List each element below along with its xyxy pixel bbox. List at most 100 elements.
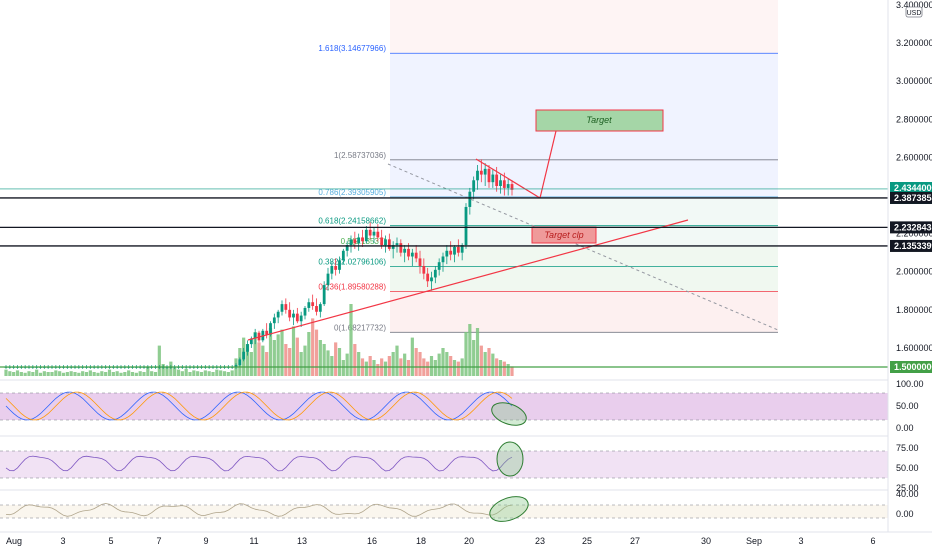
volume-bar xyxy=(414,348,418,376)
price-tag-label: 2.23284353 xyxy=(894,222,932,232)
candle-body xyxy=(453,246,456,255)
volume-bar xyxy=(307,332,311,376)
volume-bar xyxy=(449,356,453,376)
volume-bar xyxy=(341,360,345,376)
candle-body xyxy=(399,243,403,253)
volume-bar xyxy=(376,364,380,376)
candle-body xyxy=(330,266,334,274)
flag-top-line[interactable] xyxy=(475,158,541,199)
candle-body xyxy=(361,237,364,242)
volume-bar xyxy=(303,345,307,376)
candle-body xyxy=(284,304,288,310)
candle-body xyxy=(307,302,311,308)
volume-bar xyxy=(295,337,299,376)
volume-bar xyxy=(123,372,127,376)
candle-body xyxy=(506,184,510,188)
y-tick-label: 2.20000000 xyxy=(896,229,932,239)
volume-bar xyxy=(426,361,430,376)
fib-zone-top xyxy=(390,0,778,54)
candle-body xyxy=(364,229,368,242)
volume-bar xyxy=(433,360,437,376)
volume-bar xyxy=(268,328,273,376)
volume-bar xyxy=(491,353,495,376)
volume-bar xyxy=(288,348,292,376)
horizontal-levels[interactable] xyxy=(0,188,888,368)
x-tick-label: Aug xyxy=(6,536,22,546)
candle-body xyxy=(441,256,445,263)
target-clp-box[interactable]: Target clp xyxy=(531,226,597,244)
y-tick-label: 3.20000000 xyxy=(896,38,932,48)
candle-body xyxy=(499,180,502,186)
volume-bar xyxy=(372,360,376,376)
volume-bar xyxy=(142,372,146,376)
indicator-tick-label: 50.00 xyxy=(896,463,919,473)
volume-bar xyxy=(276,334,280,376)
candle-body xyxy=(430,277,433,282)
volume-bar xyxy=(472,340,476,376)
volume-bar xyxy=(330,356,334,376)
indicator-tick-label: 40.00 xyxy=(896,489,919,499)
indicator-tick-label: 0.00 xyxy=(896,509,914,519)
candle-body xyxy=(318,304,322,312)
ascending-trendline[interactable] xyxy=(247,219,689,341)
x-tick-label: 3 xyxy=(798,536,803,546)
volume-bar xyxy=(73,372,77,376)
indicator-tick-label: 75.00 xyxy=(896,443,919,453)
volume-bar xyxy=(100,371,104,376)
volume-bar xyxy=(395,345,399,376)
y-tick-label: 1.60000000 xyxy=(896,343,932,353)
volume-bar xyxy=(31,372,35,376)
volume-bar xyxy=(291,326,296,376)
volume-bar xyxy=(215,369,219,376)
volume-bar xyxy=(153,372,158,376)
candle-body xyxy=(433,269,437,278)
x-tick-label: 23 xyxy=(535,536,545,546)
volume-bar xyxy=(337,348,342,376)
indicator-band xyxy=(0,505,888,518)
candle-body xyxy=(445,250,449,257)
candle-body xyxy=(368,229,372,236)
volume-bar xyxy=(88,370,92,376)
indicator-line xyxy=(5,391,513,421)
volume-bar xyxy=(77,372,81,376)
target-arrow-line[interactable] xyxy=(539,130,557,199)
volume-bar xyxy=(357,352,361,376)
x-tick-label: 5 xyxy=(108,536,113,546)
volume-bar xyxy=(391,352,395,376)
volume-bar xyxy=(498,360,503,376)
descending-trendline[interactable] xyxy=(387,163,779,331)
candle-body xyxy=(372,231,376,236)
x-tick-label: 7 xyxy=(156,536,161,546)
price-tag-label: 1.50000000 xyxy=(894,362,932,372)
drawings-layer[interactable]: Target Target clp xyxy=(247,109,779,341)
fib-label: 1.618(3.14677966) xyxy=(318,44,386,53)
indicator-band xyxy=(0,451,888,478)
volume-bar xyxy=(173,368,177,376)
candle-body xyxy=(464,206,468,246)
x-tick-label: 3 xyxy=(60,536,65,546)
candle-body xyxy=(376,231,380,238)
target-box[interactable]: Target xyxy=(535,109,664,132)
candle-body xyxy=(341,250,345,261)
candle-body xyxy=(276,311,280,318)
fib-zone xyxy=(390,291,778,333)
volume-bar xyxy=(50,372,54,376)
x-tick-label: 20 xyxy=(464,536,474,546)
candle-body xyxy=(299,315,303,322)
volume-bar xyxy=(8,371,12,376)
volume-bar xyxy=(211,372,215,376)
background-layer xyxy=(390,0,778,333)
volume-bar xyxy=(184,368,188,376)
x-tick-label: 6 xyxy=(870,536,875,546)
volume-bar xyxy=(35,369,39,376)
candle-body xyxy=(387,239,391,249)
indicator-tick-label: 100.00 xyxy=(896,379,924,389)
candle-body xyxy=(265,330,269,335)
fibonacci-retracement[interactable]: 1.618(3.14677966) 1(2.58737036) 0.786(2.39… xyxy=(318,44,778,333)
volume-bar xyxy=(326,350,330,376)
currency-badge[interactable]: USD xyxy=(905,6,923,18)
volume-bar xyxy=(230,370,234,376)
candle-body xyxy=(502,180,506,188)
candle-body xyxy=(479,170,483,175)
